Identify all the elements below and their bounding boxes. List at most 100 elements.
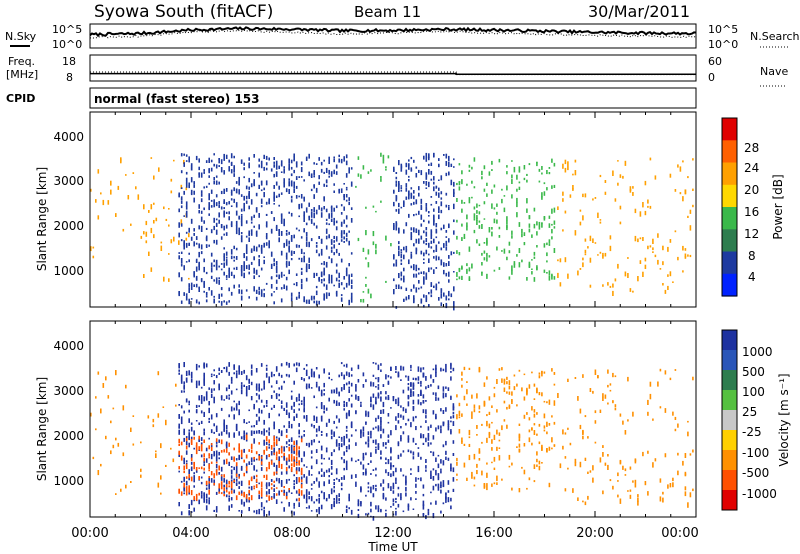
scatter-cell [100, 408, 102, 414]
scatter-cell [218, 451, 220, 456]
scatter-cell [275, 436, 278, 439]
scatter-cell [632, 192, 634, 196]
scatter-cell [300, 467, 303, 472]
noise-right-bottom-tick: 10^0 [708, 38, 738, 51]
scatter-cell [405, 423, 407, 426]
scatter-cell [627, 419, 629, 422]
scatter-cell [233, 365, 235, 370]
scatter-cell [335, 236, 338, 242]
scatter-cell [372, 516, 375, 521]
scatter-cell [448, 205, 450, 207]
scatter-cell [533, 207, 536, 212]
scatter-cell [273, 450, 275, 455]
scatter-cell [669, 377, 672, 381]
scatter-cell [541, 196, 543, 200]
scatter-cell [200, 225, 203, 231]
scatter-cell [425, 469, 427, 472]
scatter-cell [190, 466, 193, 472]
scatter-cell [255, 413, 258, 417]
scatter-cell [330, 205, 333, 208]
power-cbar-tick-20: 20 [744, 183, 759, 197]
scatter-cell [260, 456, 263, 459]
scatter-cell [398, 160, 400, 166]
scatter-cell [452, 453, 455, 456]
colorbar-cell [722, 470, 737, 491]
scatter-cell [310, 209, 313, 212]
scatter-cell [370, 293, 372, 299]
scatter-cell [445, 247, 448, 251]
scatter-cell [365, 441, 367, 445]
scatter-cell [622, 175, 624, 179]
scatter-cell [333, 399, 335, 404]
scatter-cell [380, 200, 382, 203]
scatter-cell [238, 189, 240, 195]
scatter-cell [428, 258, 430, 263]
scatter-cell [412, 384, 415, 390]
scatter-cell [328, 277, 330, 281]
scatter-cell [180, 443, 183, 445]
scatter-cell [652, 238, 654, 244]
scatter-cell [200, 190, 203, 194]
scatter-cell [402, 366, 405, 371]
scatter-cell [198, 405, 200, 408]
scatter-cell [377, 415, 380, 420]
scatter-cell [518, 166, 521, 172]
scatter-cell [335, 426, 338, 429]
scatter-cell [447, 387, 450, 391]
scatter-cell [218, 181, 220, 185]
scatter-cell [345, 186, 348, 189]
scatter-cell [430, 196, 433, 198]
scatter-cell [223, 484, 225, 488]
scatter-cell [298, 176, 300, 178]
scatter-cell [248, 177, 250, 183]
scatter-cell [526, 208, 528, 213]
scatter-cell [218, 219, 220, 224]
scatter-cell [533, 256, 536, 259]
scatter-cell [223, 153, 225, 156]
scatter-cell [437, 397, 440, 401]
scatter-cell [466, 263, 468, 267]
scatter-cell [340, 362, 343, 365]
scatter-cell [190, 499, 193, 506]
scatter-cell [250, 459, 253, 463]
scatter-cell [533, 413, 536, 418]
scatter-cell [432, 379, 435, 383]
scatter-cell [213, 431, 215, 434]
scatter-cell [258, 387, 260, 392]
scatter-cell [541, 444, 543, 450]
scatter-cell [553, 207, 556, 213]
scatter-cell [405, 197, 408, 200]
scatter-cell [674, 189, 677, 192]
scatter-cell [398, 202, 400, 208]
scatter-cell [273, 480, 275, 483]
scatter-cell [420, 380, 422, 385]
scatter-cell [403, 267, 405, 272]
scatter-cell [288, 488, 290, 493]
scatter-cell [283, 178, 285, 184]
scatter-cell [303, 451, 305, 457]
scatter-cell [579, 461, 582, 468]
scatter-cell [188, 370, 190, 376]
scatter-cell [303, 214, 305, 219]
scatter-cell [210, 189, 213, 194]
scatter-cell [445, 192, 448, 196]
scatter-cell [403, 200, 405, 205]
scatter-cell [407, 401, 410, 407]
scatter-cell [412, 456, 415, 460]
scatter-cell [343, 156, 345, 162]
scatter-cell [604, 180, 607, 183]
scatter-cell [295, 185, 298, 189]
scatter-cell [415, 238, 418, 244]
scatter-cell [669, 271, 672, 277]
scatter-cell [348, 274, 350, 280]
scatter-cell [491, 461, 493, 464]
scatter-cell [298, 497, 300, 502]
scatter-cell [488, 396, 491, 401]
scatter-cell [97, 169, 100, 174]
scatter-cell [345, 466, 348, 471]
scatter-cell [335, 226, 338, 231]
scatter-cell [405, 169, 408, 175]
scatter-cell [305, 373, 308, 376]
scatter-cell [692, 376, 694, 381]
power-cbar-tick-16: 16 [744, 205, 759, 219]
